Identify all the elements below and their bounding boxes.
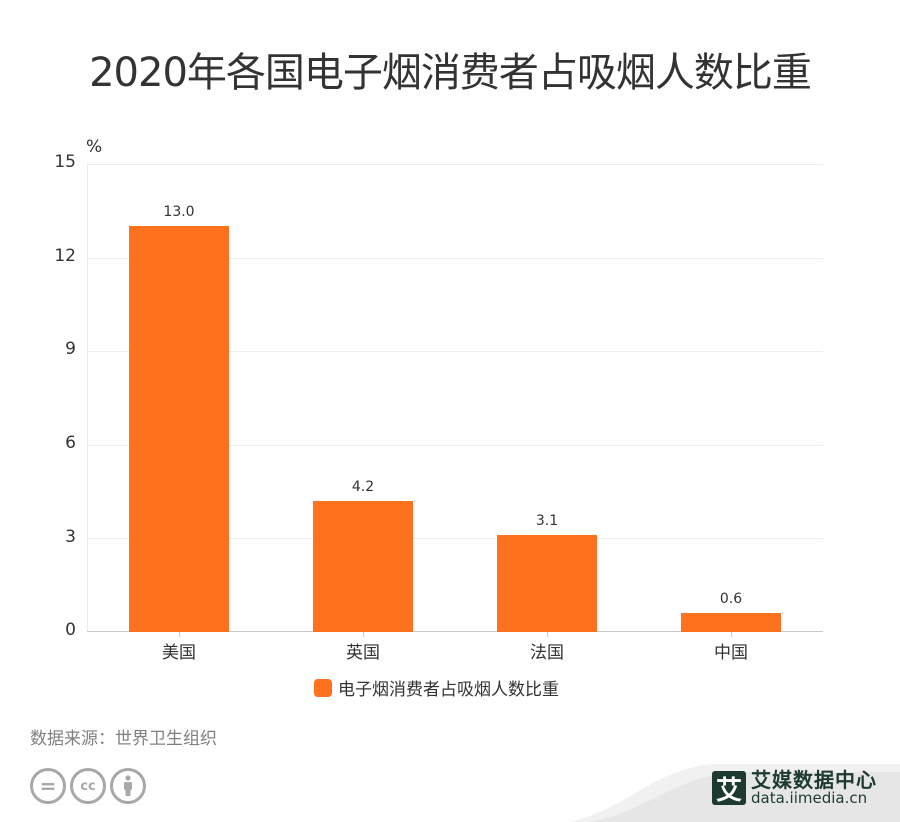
- y-tick-15: 15: [54, 152, 76, 172]
- y-axis-line: [87, 164, 88, 632]
- x-tick-mark: [179, 632, 180, 637]
- bar-value-label: 13.0: [163, 204, 195, 220]
- gridline: [87, 258, 823, 259]
- x-tick-mark: [731, 632, 732, 637]
- x-tick-mark: [363, 632, 364, 637]
- brand-url: data.iimedia.cn: [751, 789, 868, 807]
- gridline: [87, 351, 823, 352]
- y-tick-12: 12: [54, 246, 76, 266]
- gridline: [87, 164, 823, 165]
- bar-value-label: 4.2: [351, 479, 375, 495]
- license-icons: = cc: [30, 768, 146, 804]
- cc-icon: cc: [70, 768, 106, 804]
- x-tick-label: 法国: [530, 643, 564, 663]
- bar-value-label: 3.1: [535, 513, 559, 529]
- bar[interactable]: [313, 501, 413, 632]
- y-tick-6: 6: [65, 433, 76, 453]
- legend-label: 电子烟消费者占吸烟人数比重: [338, 680, 559, 700]
- x-tick-label: 中国: [714, 643, 748, 663]
- bar[interactable]: [129, 226, 229, 632]
- brand-name: 艾媒数据中心: [751, 768, 877, 792]
- y-tick-3: 3: [65, 527, 76, 547]
- gridline: [87, 538, 823, 539]
- bar-value-label: 0.6: [719, 591, 743, 607]
- x-tick-label: 英国: [346, 643, 380, 663]
- y-tick-0: 0: [65, 620, 76, 640]
- brand-logo: 艾 艾媒数据中心 data.iimedia.cn: [712, 770, 877, 806]
- bar[interactable]: [681, 613, 781, 632]
- person-icon: [124, 775, 132, 796]
- data-source: 数据来源：世界卫生组织: [30, 729, 217, 749]
- bar[interactable]: [497, 535, 597, 632]
- x-tick-label: 美国: [162, 643, 196, 663]
- chart-title: 2020年各国电子烟消费者占吸烟人数比重: [89, 50, 812, 96]
- y-axis-unit: %: [86, 137, 103, 157]
- by-icon: [110, 768, 146, 804]
- iimedia-logo-icon: 艾: [712, 771, 746, 806]
- y-tick-9: 9: [65, 339, 76, 359]
- nd-icon: =: [30, 768, 66, 804]
- x-axis-line: [87, 631, 823, 632]
- x-tick-mark: [547, 632, 548, 637]
- gridline: [87, 445, 823, 446]
- legend[interactable]: 电子烟消费者占吸烟人数比重: [314, 675, 559, 700]
- legend-swatch: [314, 678, 332, 697]
- plot-area: [87, 164, 823, 632]
